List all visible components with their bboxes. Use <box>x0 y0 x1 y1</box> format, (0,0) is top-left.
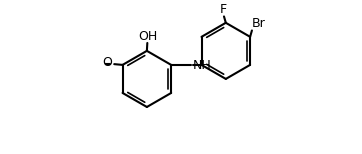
Text: NH: NH <box>193 59 212 72</box>
Text: O: O <box>102 56 113 69</box>
Text: Br: Br <box>252 17 265 30</box>
Text: F: F <box>220 3 227 16</box>
Text: OH: OH <box>138 30 157 43</box>
